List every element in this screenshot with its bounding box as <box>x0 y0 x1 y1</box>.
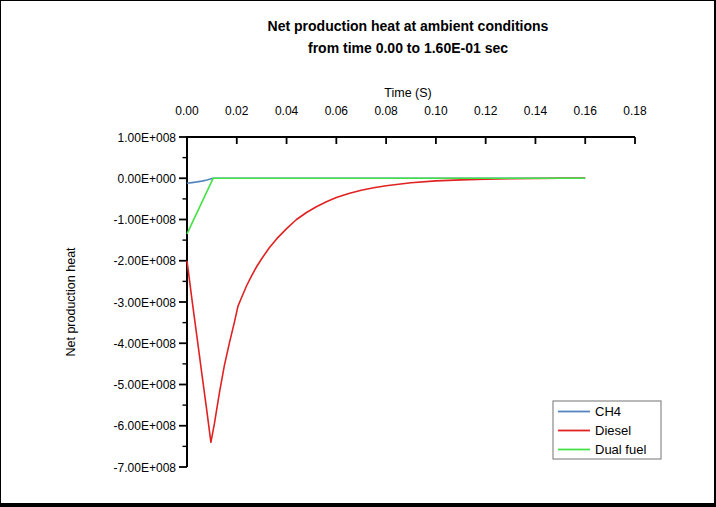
chart-figure: Net production heat at ambient condition… <box>0 0 716 507</box>
series-line-diesel <box>187 178 585 442</box>
x-tick-label: 0.10 <box>424 104 448 118</box>
legend-label-diesel: Diesel <box>595 423 631 438</box>
x-tick-label: 0.04 <box>275 104 299 118</box>
y-tick-label: -5.00E+008 <box>114 378 177 392</box>
x-tick-label: 0.18 <box>623 104 647 118</box>
y-tick-label: -4.00E+008 <box>114 337 177 351</box>
chart-title-line-1: Net production heat at ambient condition… <box>268 18 549 34</box>
x-tick-label: 0.02 <box>225 104 249 118</box>
x-tick-label: 0.08 <box>374 104 398 118</box>
x-tick-label: 0.12 <box>474 104 498 118</box>
series-line-dual-fuel <box>187 178 585 234</box>
y-tick-label: -7.00E+008 <box>114 461 177 475</box>
y-tick-label: -6.00E+008 <box>114 419 177 433</box>
chart-canvas: Net production heat at ambient condition… <box>1 1 714 503</box>
y-tick-label: -3.00E+008 <box>114 296 177 310</box>
y-tick-label: -1.00E+008 <box>114 213 177 227</box>
legend: CH4 Diesel Dual fuel <box>553 401 661 459</box>
y-tick-label: -2.00E+008 <box>114 254 177 268</box>
legend-label-ch4: CH4 <box>595 404 621 419</box>
x-tick-label: 0.14 <box>524 104 548 118</box>
y-axis-title: Net production heat <box>64 247 78 357</box>
series-layer <box>187 178 585 442</box>
chart-title-line-2: from time 0.00 to 1.60E-01 sec <box>308 40 508 56</box>
legend-label-dual-fuel: Dual fuel <box>595 442 646 457</box>
y-tick-label: 0.00E+000 <box>118 172 177 186</box>
x-tick-label: 0.06 <box>325 104 349 118</box>
x-tick-label: 0.16 <box>574 104 598 118</box>
x-tick-label: 0.00 <box>175 104 199 118</box>
y-tick-label: 1.00E+008 <box>118 131 177 145</box>
x-axis-title: Time (S) <box>384 86 431 100</box>
